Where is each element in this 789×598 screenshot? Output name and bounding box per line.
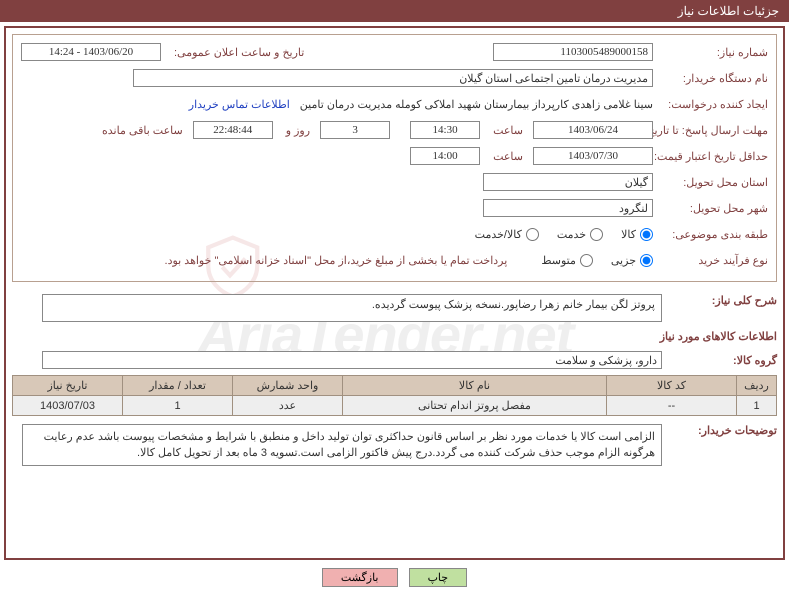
panel-title: جزئیات اطلاعات نیاز (678, 4, 779, 18)
deadline-remain-label: ساعت باقی مانده (99, 124, 183, 137)
table-cell: 1 (737, 396, 777, 416)
delivery-province-field[interactable] (483, 173, 653, 191)
min-validity-label: حداقل تاریخ اعتبار قیمت: تا تاریخ: (653, 150, 768, 163)
need-no-field[interactable] (493, 43, 653, 61)
class-service-label: خدمت (557, 228, 586, 241)
goods-table: ردیفکد کالانام کالاواحد شمارشتعداد / مقد… (12, 375, 777, 416)
class-both-radio[interactable] (526, 228, 539, 241)
goods-table-header: واحد شمارش (233, 376, 343, 396)
back-button[interactable]: بازگشت (322, 568, 398, 587)
deadline-countdown-field[interactable] (193, 121, 273, 139)
form-outer-frame: شماره نیاز: تاریخ و ساعت اعلان عمومی: نا… (4, 26, 785, 560)
purchase-type-label: نوع فرآیند خرید (653, 254, 768, 267)
buyer-notes-text: الزامی است کالا یا خدمات مورد نظر بر اسا… (22, 424, 662, 466)
buyer-name-label: نام دستگاه خریدار: (653, 72, 768, 85)
goods-table-header: تاریخ نیاز (13, 376, 123, 396)
public-date-label: تاریخ و ساعت اعلان عمومی: (171, 46, 304, 59)
buyer-name-field[interactable] (133, 69, 653, 87)
purchase-note: پرداخت تمام یا بخشی از مبلغ خرید،از محل … (165, 254, 508, 267)
table-cell: عدد (233, 396, 343, 416)
requester-label: ایجاد کننده درخواست: (653, 98, 768, 111)
class-goods-label: کالا (621, 228, 636, 241)
purchase-medium-radio[interactable] (580, 254, 593, 267)
buyer-notes-label: توضیحات خریدار: (662, 424, 777, 437)
need-no-label: شماره نیاز: (653, 46, 768, 59)
requester-value: سینا غلامی زاهدی کارپرداز بیمارستان شهید… (300, 98, 653, 111)
deadline-date-field[interactable] (533, 121, 653, 139)
deadline-label: مهلت ارسال پاسخ: تا تاریخ: (653, 124, 768, 137)
class-both-label: کالا/خدمت (475, 228, 522, 241)
min-validity-date-field[interactable] (533, 147, 653, 165)
deadline-time-label: ساعت (490, 124, 523, 137)
overview-label: شرح کلی نیاز: (662, 294, 777, 307)
delivery-city-label: شهر محل تحویل: (653, 202, 768, 215)
goods-group-label: گروه کالا: (662, 354, 777, 367)
purchase-medium-label: متوسط (541, 254, 576, 267)
classification-label: طبقه بندی موضوعی: (653, 228, 768, 241)
purchase-minor-label: جزیی (611, 254, 636, 267)
footer-buttons: چاپ بازگشت (0, 568, 789, 587)
goods-table-header: کد کالا (607, 376, 737, 396)
table-cell: 1403/07/03 (13, 396, 123, 416)
goods-table-header: نام کالا (343, 376, 607, 396)
panel-header: جزئیات اطلاعات نیاز (0, 0, 789, 22)
deadline-days-field[interactable] (320, 121, 390, 139)
delivery-province-label: استان محل تحویل: (653, 176, 768, 189)
class-service-radio[interactable] (590, 228, 603, 241)
table-row: 1--مفصل پروتز اندام تحتانیعدد11403/07/03 (13, 396, 777, 416)
min-validity-time-field[interactable] (410, 147, 480, 165)
buyer-contact-link[interactable]: اطلاعات تماس خریدار (189, 98, 290, 111)
main-info-frame: شماره نیاز: تاریخ و ساعت اعلان عمومی: نا… (12, 34, 777, 282)
goods-group-field[interactable] (42, 351, 662, 369)
min-validity-time-label: ساعت (490, 150, 523, 163)
public-date-field[interactable] (21, 43, 161, 61)
table-cell: 1 (123, 396, 233, 416)
goods-section-title: اطلاعات کالاهای مورد نیاز (12, 330, 777, 343)
overview-text: پروتز لگن بیمار خانم زهرا رضاپور.نسخه پز… (42, 294, 662, 322)
goods-table-header: ردیف (737, 376, 777, 396)
purchase-minor-radio[interactable] (640, 254, 653, 267)
table-cell: -- (607, 396, 737, 416)
deadline-days-label: روز و (283, 124, 310, 137)
deadline-time-field[interactable] (410, 121, 480, 139)
table-cell: مفصل پروتز اندام تحتانی (343, 396, 607, 416)
class-goods-radio[interactable] (640, 228, 653, 241)
goods-table-header: تعداد / مقدار (123, 376, 233, 396)
print-button[interactable]: چاپ (409, 568, 468, 587)
delivery-city-field[interactable] (483, 199, 653, 217)
